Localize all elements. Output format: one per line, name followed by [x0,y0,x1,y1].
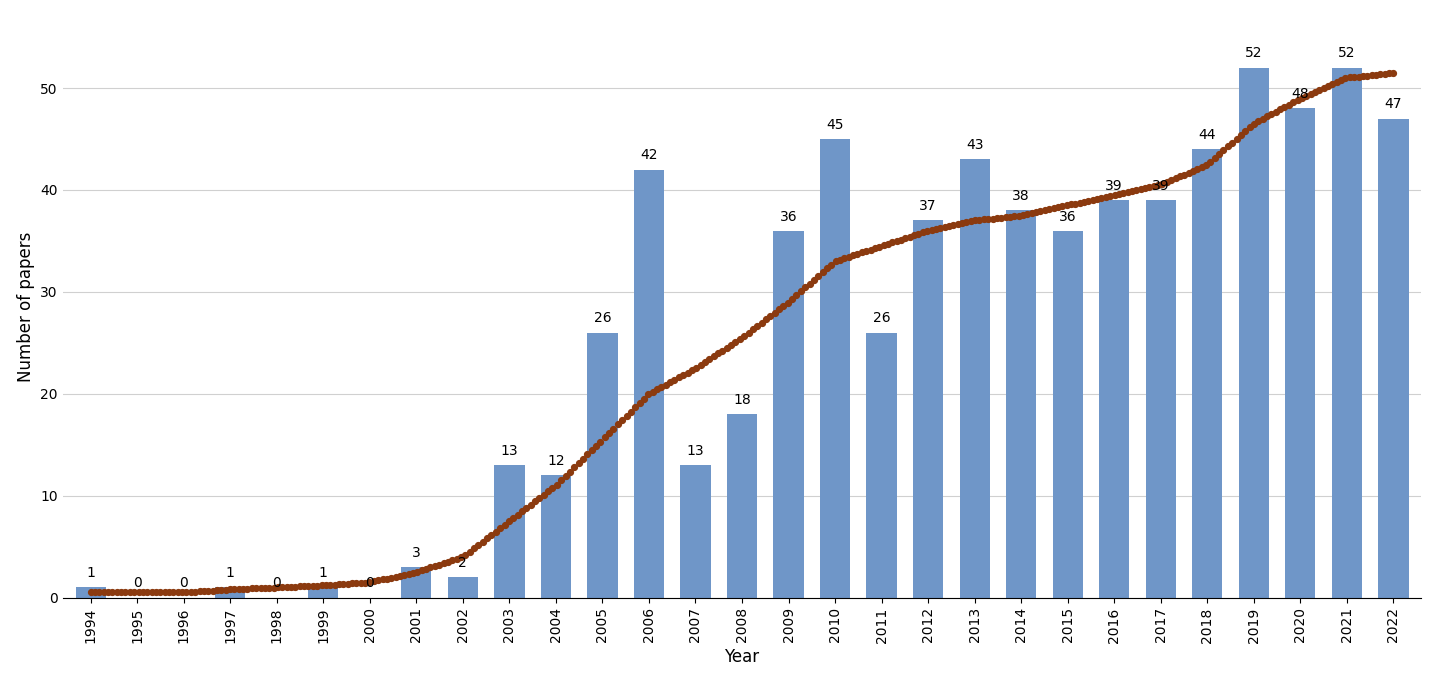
Bar [959,159,989,598]
Text: 2: 2 [459,556,467,570]
Text: 47: 47 [1385,98,1402,111]
Text: 48: 48 [1291,87,1309,101]
Text: 36: 36 [779,210,797,223]
Bar [1146,200,1176,598]
Bar [726,414,758,598]
Bar [495,465,525,598]
Y-axis label: Number of papers: Number of papers [17,232,35,382]
Bar [447,577,477,598]
Text: 0: 0 [132,576,141,590]
Text: 38: 38 [1012,189,1030,203]
Bar [1053,231,1083,598]
Text: 26: 26 [594,311,611,326]
Text: 13: 13 [500,444,518,458]
Text: 1: 1 [319,566,328,581]
Text: 0: 0 [180,576,188,590]
Text: 37: 37 [919,199,938,213]
Bar [680,465,710,598]
Text: 12: 12 [546,454,565,468]
Bar [587,333,617,598]
Bar [1192,149,1222,598]
Bar [1378,119,1409,598]
X-axis label: Year: Year [725,648,759,667]
Text: 43: 43 [966,138,984,152]
Bar [774,231,804,598]
Bar [401,567,431,598]
Bar [1332,68,1362,598]
Text: 44: 44 [1198,128,1217,142]
Text: 13: 13 [687,444,705,458]
Text: 18: 18 [733,393,751,407]
Bar [541,475,571,598]
Text: 52: 52 [1339,46,1356,61]
Text: 0: 0 [365,576,374,590]
Text: 1: 1 [86,566,95,581]
Bar [1286,109,1316,598]
Text: 45: 45 [827,118,844,132]
Bar [820,139,850,598]
Bar [1238,68,1268,598]
Bar [1099,200,1129,598]
Text: 36: 36 [1058,210,1077,223]
Text: 3: 3 [411,546,421,560]
Bar [76,587,106,598]
Bar [1007,210,1037,598]
Text: 39: 39 [1152,179,1169,193]
Bar [308,587,338,598]
Text: 39: 39 [1106,179,1123,193]
Bar [913,221,943,598]
Text: 0: 0 [272,576,280,590]
Text: 26: 26 [873,311,890,326]
Bar [867,333,897,598]
Text: 1: 1 [226,566,234,581]
Text: 52: 52 [1245,46,1263,61]
Text: 42: 42 [640,148,657,163]
Bar [634,169,664,598]
Bar [216,587,246,598]
